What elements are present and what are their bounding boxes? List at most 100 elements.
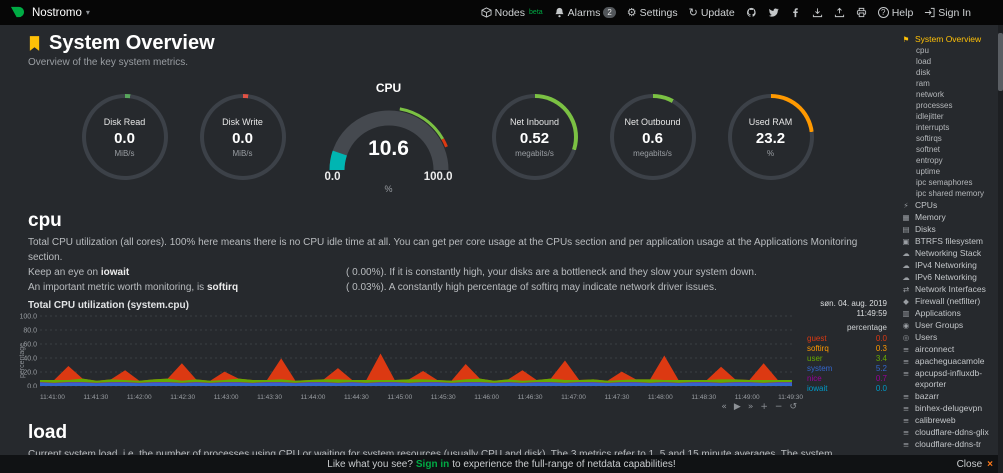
sidebar-item-label: entropy — [916, 156, 943, 165]
sidebar-item[interactable]: softnet — [901, 145, 997, 155]
sidebar-item[interactable]: ◉ User Groups — [901, 320, 997, 331]
twitter-icon[interactable] — [768, 7, 779, 18]
alarms-button[interactable]: Alarms 2 — [554, 7, 616, 19]
signin-banner: Like what you see? Sign in to experience… — [0, 455, 1003, 473]
legend-row[interactable]: guest 0.0 — [807, 334, 887, 344]
sidebar-item-icon: ▥ — [902, 309, 910, 318]
help-button[interactable]: ? Help — [877, 7, 913, 19]
settings-button[interactable]: ⚙ Settings — [626, 6, 678, 19]
sidebar-item[interactable]: ▦ Memory — [901, 212, 997, 223]
navbar-actions: Nodes beta Alarms 2 ⚙ Settings ↻ Update — [481, 7, 993, 19]
svg-text:80.0: 80.0 — [23, 328, 37, 335]
nodes-button[interactable]: Nodes beta — [481, 7, 543, 19]
sidebar-item[interactable]: ≡ apcupsd-influxdb-exporter — [901, 368, 997, 390]
sidebar-item[interactable]: idlejitter — [901, 112, 997, 122]
sidebar-item[interactable]: processes — [901, 101, 997, 111]
scrollbar-thumb[interactable] — [998, 33, 1003, 91]
gauge-ring: Disk Read 0.0 MiB/s — [81, 94, 168, 180]
gauge[interactable]: Disk Write 0.0 MiB/s — [195, 94, 291, 180]
legend-row[interactable]: system 5.2 — [807, 364, 887, 374]
pan-forward-icon[interactable]: » — [747, 402, 754, 412]
sidebar-item-icon: ☁ — [902, 261, 910, 270]
sidebar-item-icon: ⚑ — [902, 35, 910, 44]
node-name-dropdown[interactable]: Nostromo ▾ — [32, 7, 90, 19]
sidebar-item[interactable]: ⚡ CPUs — [901, 200, 997, 211]
sidebar-item[interactable]: uptime — [901, 167, 997, 177]
sidebar-item[interactable]: softirqs — [901, 134, 997, 144]
snapshot-export-icon[interactable] — [812, 7, 823, 18]
sidebar-item-label: IPv6 Networking — [915, 272, 977, 282]
sidebar-item[interactable]: ◆ Firewall (netfilter) — [901, 296, 997, 307]
legend-row[interactable]: softirq 0.3 — [807, 344, 887, 354]
sidebar-item[interactable]: ☁ IPv6 Networking — [901, 272, 997, 283]
update-button[interactable]: ↻ Update — [688, 6, 735, 19]
sidebar-item[interactable]: ▥ Applications — [901, 308, 997, 319]
cpu-chart-title: Total CPU utilization (system.cpu) — [28, 300, 189, 311]
cpu-gauge-unit: % — [384, 183, 393, 194]
scrollbar-track[interactable] — [998, 25, 1003, 473]
sidebar-item[interactable]: ⇄ Network Interfaces — [901, 284, 997, 295]
time-tick: 11:42:30 — [170, 394, 196, 401]
sidebar-item-label: load — [916, 57, 932, 66]
sidebar-item[interactable]: ▤ Disks — [901, 224, 997, 235]
snapshot-import-icon[interactable] — [834, 7, 845, 18]
sidebar-item[interactable]: entropy — [901, 156, 997, 166]
sidebar-item[interactable]: disk — [901, 68, 997, 78]
sidebar-item[interactable]: ≡ binhex-delugevpn — [901, 403, 997, 414]
print-icon[interactable] — [856, 7, 867, 18]
sidebar-item[interactable]: ◎ Users — [901, 332, 997, 343]
sidebar-item[interactable]: ipc semaphores — [901, 178, 997, 188]
play-icon[interactable]: ▶ — [733, 402, 741, 412]
sidebar-item[interactable]: load — [901, 57, 997, 67]
time-tick: 11:48:00 — [647, 394, 673, 401]
gauge-title: Net Inbound — [509, 116, 560, 127]
legend-series-name: user — [807, 353, 823, 363]
sidebar-item[interactable]: network — [901, 90, 997, 100]
gauge-unit: megabits/s — [515, 148, 554, 158]
sidebar-item[interactable]: ≡ calibreweb — [901, 415, 997, 426]
sidebar-item[interactable]: ⚑ System Overview — [901, 34, 997, 45]
sidebar-item[interactable]: ☁ IPv4 Networking — [901, 260, 997, 271]
sidebar-item[interactable]: ram — [901, 79, 997, 89]
banner-close-label[interactable]: Close — [956, 458, 983, 470]
sidebar-item[interactable]: ≡ bazarr — [901, 391, 997, 402]
cpu-chart[interactable]: 100.0 80.0 60.0 40.0 20.0 0.0 — [12, 312, 794, 391]
sidebar-item[interactable]: ≡ airconnect — [901, 344, 997, 355]
sidebar-item-icon: ◉ — [902, 321, 910, 330]
banner-signin-link[interactable]: Sign in — [415, 458, 450, 470]
sidebar-item[interactable]: interrupts — [901, 123, 997, 133]
facebook-icon[interactable] — [790, 7, 801, 18]
zoom-out-icon[interactable]: − — [774, 402, 783, 412]
github-icon[interactable] — [746, 7, 757, 18]
signin-button[interactable]: Sign In — [924, 7, 971, 19]
sidebar-item[interactable]: ≡ cloudflare-ddns-tr — [901, 439, 997, 450]
cpu-gauge[interactable]: CPU 10.6 0.0 100.0 % — [313, 81, 465, 194]
sidebar-item[interactable]: cpu — [901, 46, 997, 56]
question-icon: ? — [877, 7, 889, 18]
netdata-logo-icon[interactable] — [10, 4, 25, 22]
load-section-heading: load — [28, 422, 68, 443]
legend-row[interactable]: nice 0.7 — [807, 374, 887, 384]
time-tick: 11:47:00 — [561, 394, 586, 401]
sidebar-item-label: interrupts — [916, 123, 950, 132]
gauge[interactable]: Used RAM 23.2 % — [723, 94, 819, 180]
time-tick: 11:47:30 — [604, 394, 630, 401]
gauge[interactable]: Net Inbound 0.52 megabits/s — [487, 94, 583, 180]
pan-backward-icon[interactable]: « — [721, 402, 727, 412]
gauge[interactable]: Disk Read 0.0 MiB/s — [77, 94, 173, 180]
bell-icon — [555, 7, 564, 18]
sidebar-item[interactable]: ≡ cloudflare-ddns-glix — [901, 427, 997, 438]
legend-row[interactable]: iowait 0.0 — [807, 384, 887, 394]
sidebar-item[interactable]: ☁ Networking Stack — [901, 248, 997, 259]
sidebar-item[interactable]: ▣ BTRFS filesystem — [901, 236, 997, 247]
zoom-in-icon[interactable]: + — [760, 402, 768, 412]
legend-row[interactable]: user 3.4 — [807, 354, 887, 364]
sidebar-item[interactable]: ipc shared memory — [901, 189, 997, 199]
sidebar-item[interactable]: ≡ apacheguacamole — [901, 356, 997, 367]
close-icon[interactable]: × — [987, 458, 993, 470]
sidebar-item-icon: ◎ — [902, 333, 910, 342]
sidebar-item-label: ram — [916, 79, 930, 88]
reset-zoom-icon[interactable]: ↺ — [789, 402, 797, 412]
gauge[interactable]: Net Outbound 0.6 megabits/s — [605, 94, 701, 180]
time-tick: 11:45:30 — [430, 394, 456, 401]
